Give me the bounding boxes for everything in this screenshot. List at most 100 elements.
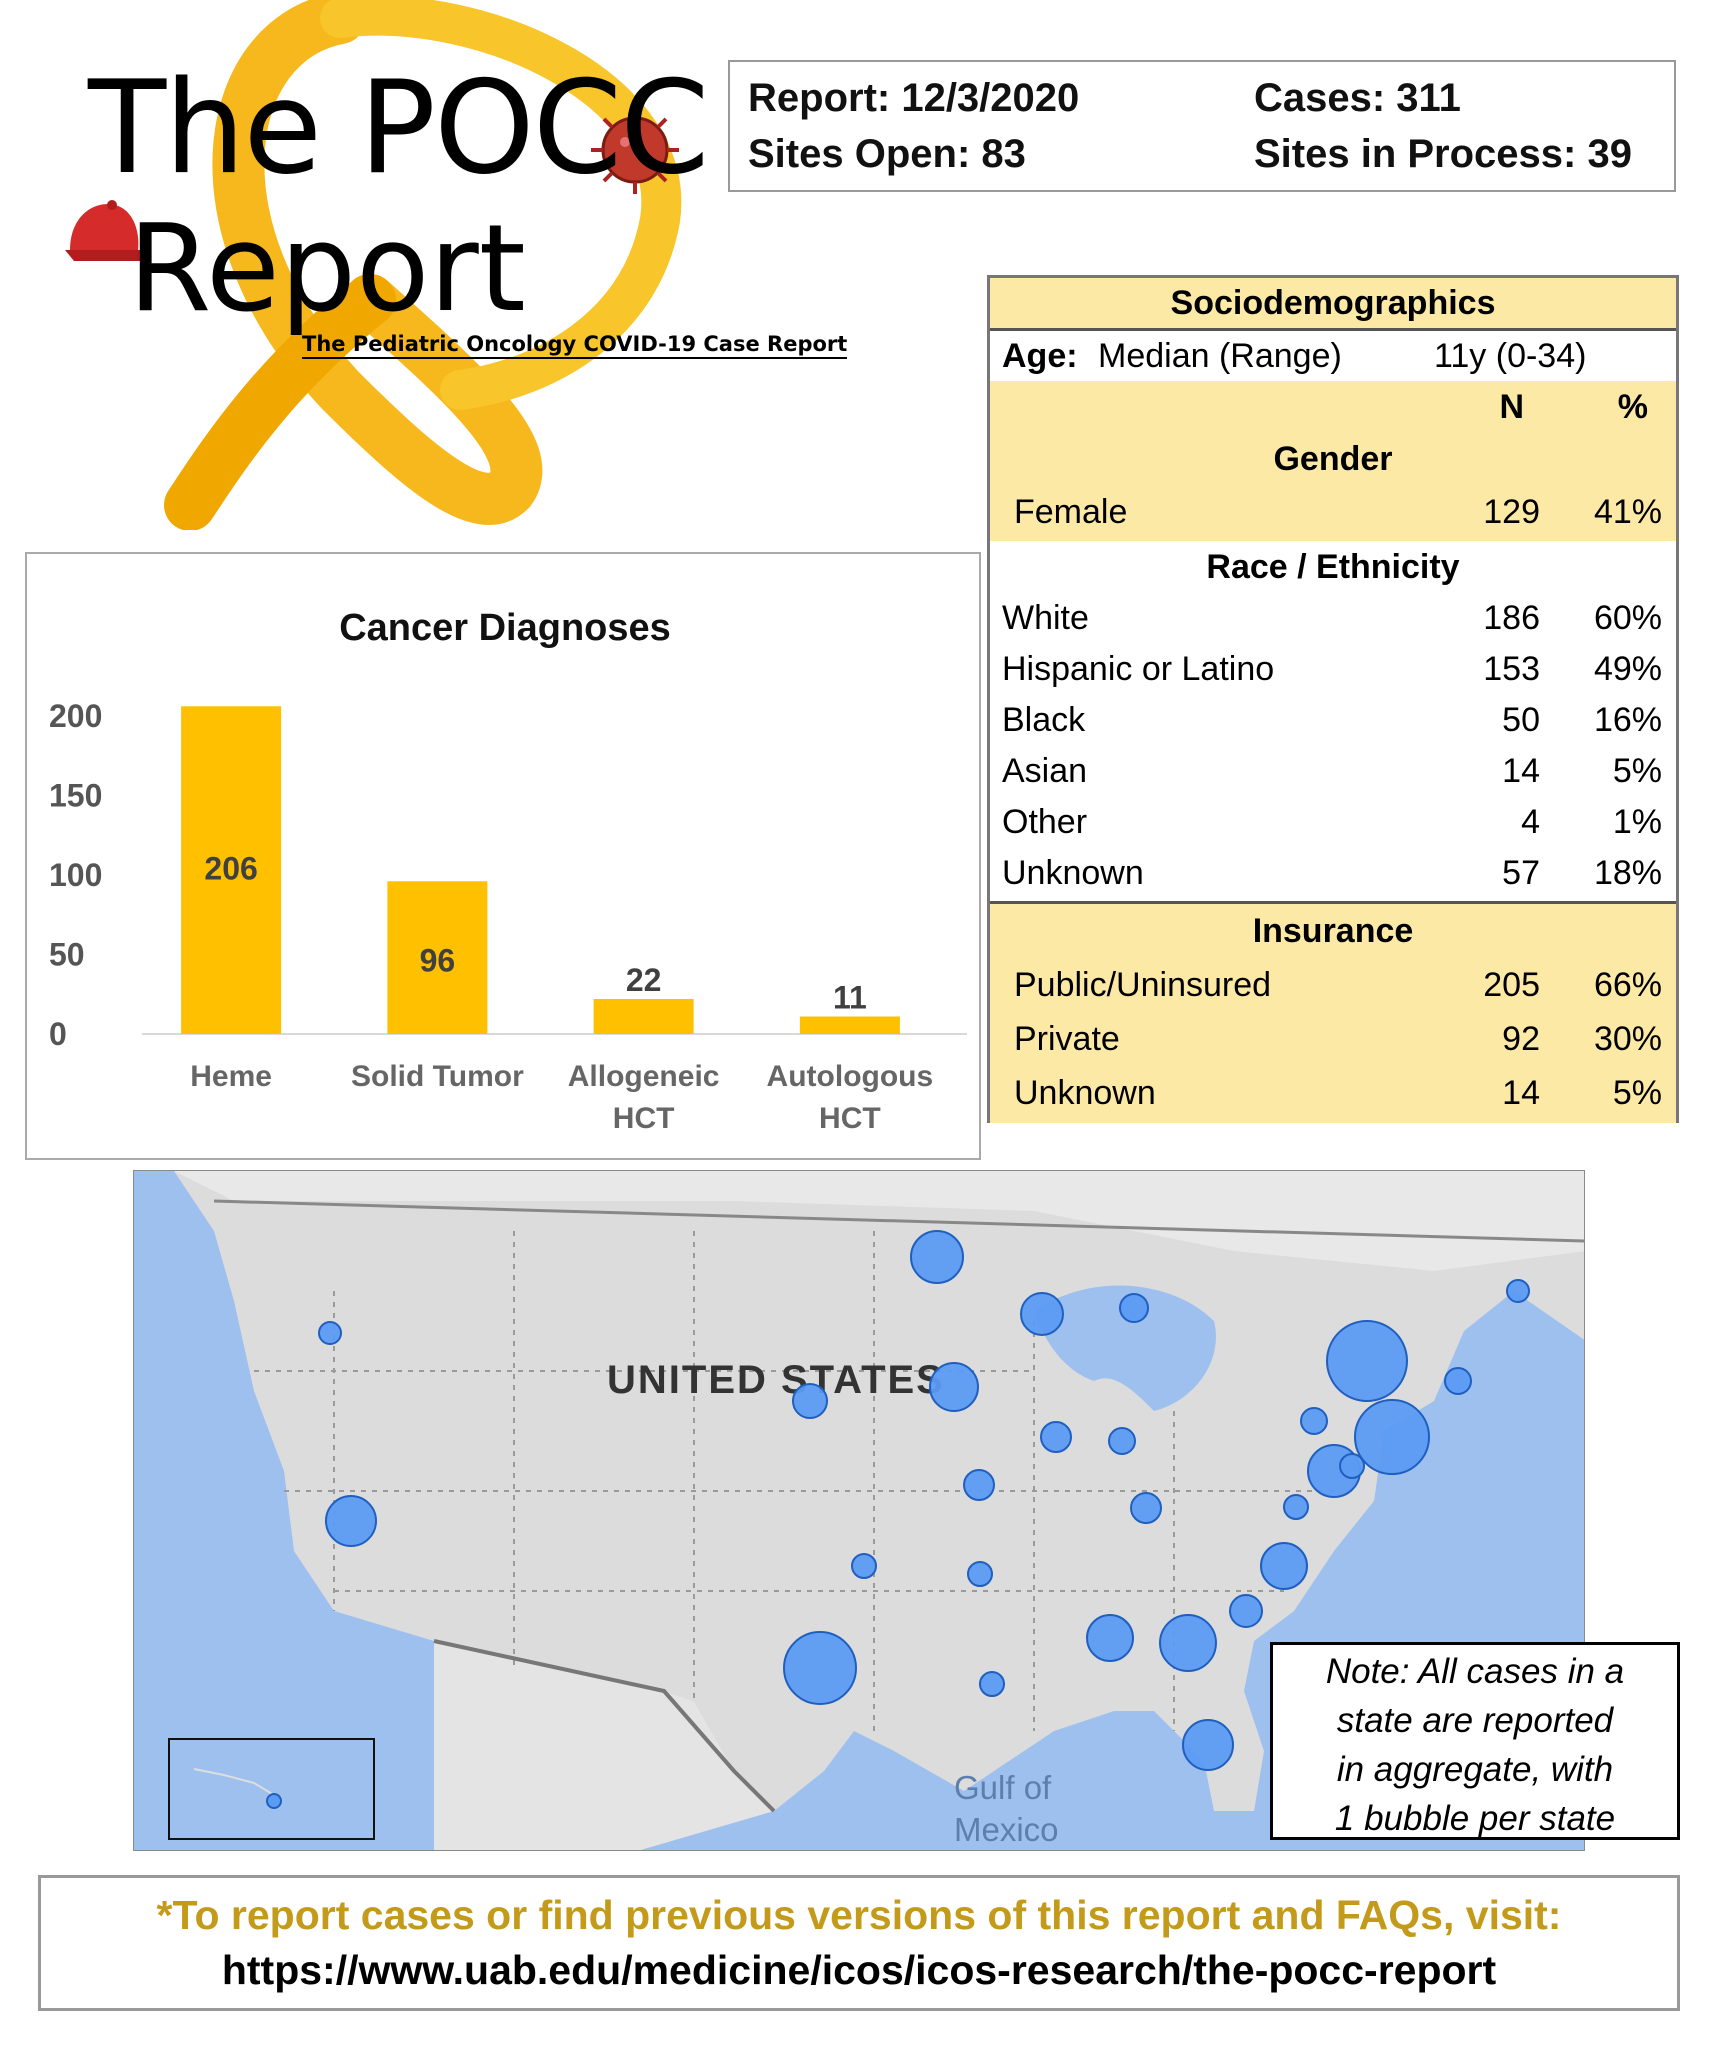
row-label: Unknown (1002, 854, 1144, 892)
row-n: 14 (1502, 1074, 1540, 1112)
bar (593, 999, 694, 1034)
row-pct: 1% (1612, 803, 1662, 841)
cancer-diagnoses-chart: Cancer Diagnoses 0 50 100 150 200 206 Heme 96 S… (25, 552, 981, 1160)
table-row: Private 92 30% (990, 1012, 1676, 1066)
insurance-section: Insurance Public/Uninsured 205 66% Priva… (990, 901, 1676, 1123)
hawaii-islands (193, 1768, 275, 1796)
category-label: Autologous (767, 1060, 934, 1093)
state-bubble (851, 1553, 877, 1579)
map-svg: UNITED STATES Gulf of Mexico (168, 1171, 1584, 1850)
row-n: 153 (1483, 650, 1540, 688)
row-pct: 16% (1593, 701, 1662, 739)
chart-title: Cancer Diagnoses (339, 607, 671, 649)
row-pct: 41% (1593, 493, 1662, 531)
state-bubble (979, 1671, 1005, 1697)
chart-svg: Cancer Diagnoses 0 50 100 150 200 206 Heme 96 S… (49, 607, 967, 1135)
row-n: 57 (1502, 854, 1540, 892)
data-label: 206 (204, 850, 257, 886)
state-bubble (1354, 1399, 1430, 1475)
note-line: in aggregate, with (1336, 1750, 1614, 1789)
row-label: Female (1014, 493, 1128, 531)
state-bubble (1326, 1320, 1408, 1402)
gold-ribbon-icon (164, 0, 682, 530)
gender-section: N % Gender Female 129 41% (990, 381, 1676, 541)
state-bubble (325, 1495, 377, 1547)
y-tick-label: 150 (49, 777, 102, 813)
row-n: 50 (1502, 701, 1540, 739)
row-label: Unknown (1014, 1074, 1156, 1112)
logo-subtitle: The Pediatric Oncology COVID-19 Case Rep… (302, 332, 848, 359)
state-bubble (1159, 1614, 1217, 1672)
state-bubble (1229, 1594, 1263, 1628)
row-label: White (1002, 599, 1089, 637)
race-title: Race / Ethnicity (1206, 548, 1460, 586)
red-cap-icon (65, 200, 148, 261)
sociodemographics-table: Sociodemographics Age: Median (Range) 11… (987, 275, 1679, 1123)
gulf-label: Gulf of (954, 1769, 1052, 1806)
state-bubble (1130, 1492, 1162, 1524)
data-label: 22 (626, 962, 662, 998)
state-bubble (1283, 1494, 1309, 1520)
great-lakes (1034, 1285, 1216, 1411)
age-label: Age: (1002, 337, 1078, 375)
col-pct-header: % (1617, 388, 1648, 426)
footer-line1: *To report cases or find previous versio… (156, 1892, 1562, 1938)
y-tick-label: 100 (49, 857, 102, 893)
row-pct: 49% (1593, 650, 1662, 688)
footer-box: *To report cases or find previous versio… (38, 1875, 1680, 2011)
row-n: 186 (1483, 599, 1540, 637)
mexico-region (434, 1641, 774, 1850)
gender-title: Gender (1273, 440, 1393, 478)
canada-region (174, 1171, 1584, 1271)
footer-url-link[interactable]: https://www.uab.edu/medicine/icos/icos-r… (221, 1947, 1497, 1993)
state-bubble (1108, 1427, 1136, 1455)
row-pct: 30% (1593, 1020, 1662, 1058)
table-row: Female 129 41% (990, 485, 1676, 539)
table-row: Public/Uninsured 205 66% (990, 958, 1676, 1012)
state-bubble (929, 1362, 979, 1412)
note-line: 1 bubble per state (1334, 1799, 1616, 1838)
hawaii-inset (168, 1738, 375, 1840)
report-summary-box: Report: 12/3/2020 Cases: 311 Sites Open:… (728, 60, 1676, 192)
state-bubble (783, 1631, 857, 1705)
row-n: 14 (1502, 752, 1540, 790)
state-bubble (910, 1230, 964, 1284)
state-bubble (318, 1321, 342, 1345)
row-label: Public/Uninsured (1014, 966, 1272, 1004)
sites-open: Sites Open: 83 (748, 132, 1026, 176)
state-bubble (1260, 1542, 1308, 1590)
state-bubble (1444, 1367, 1472, 1395)
state-bubble (1020, 1292, 1064, 1336)
state-bubble (792, 1383, 828, 1419)
row-n: 92 (1502, 1020, 1540, 1058)
mexico-border (433, 1639, 776, 1813)
table-row: Unknown 57 18% (990, 848, 1676, 899)
category-label: HCT (613, 1102, 675, 1135)
row-n: 205 (1483, 966, 1540, 1004)
state-bubble (1182, 1719, 1234, 1771)
sites-in-process: Sites in Process: 39 (1254, 132, 1632, 176)
table-row: Black 50 16% (990, 695, 1676, 746)
state-bubble (963, 1469, 995, 1501)
bar (799, 1016, 900, 1034)
row-pct: 60% (1593, 599, 1662, 637)
column-headers: N % (990, 381, 1676, 433)
report-date: Report: 12/3/2020 (748, 76, 1080, 120)
row-label: Hispanic or Latino (1002, 650, 1275, 688)
country-label: UNITED STATES (607, 1358, 945, 1402)
logo-title-line2: Report (128, 200, 526, 339)
y-tick-label: 0 (49, 1016, 67, 1052)
y-tick-label: 200 (49, 698, 102, 734)
bar (387, 881, 488, 1034)
age-value: 11y (0-34) (1434, 337, 1587, 375)
age-row: Age: Median (Range) 11y (0-34) (990, 331, 1676, 381)
table-row: Unknown 14 5% (990, 1066, 1676, 1120)
state-bubble (1086, 1614, 1134, 1662)
y-tick-label: 50 (49, 936, 85, 972)
age-desc: Median (Range) (1098, 337, 1342, 375)
table-row: Other 4 1% (990, 797, 1676, 848)
row-label: Black (1002, 701, 1086, 739)
coronavirus-icon (591, 106, 679, 194)
insurance-title: Insurance (1252, 912, 1414, 950)
socio-title: Sociodemographics (990, 278, 1676, 331)
